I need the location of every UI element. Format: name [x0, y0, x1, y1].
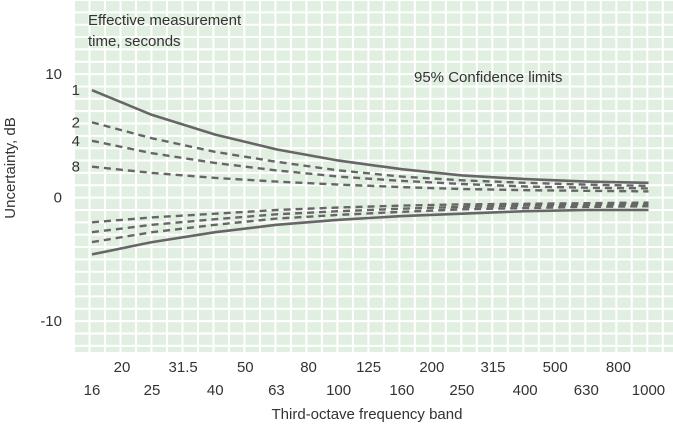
x-tick-labels: 20 31.5 50 80 125 200 315 500 800 16 25 40 63 100 160 2…: [84, 359, 666, 399]
x-tick-label: 50: [237, 359, 254, 376]
x-tick-label: 63: [268, 382, 285, 399]
x-tick-label: 800: [606, 359, 631, 376]
x-tick-label: 200: [419, 359, 444, 376]
series-1-upper-limit-line: [91, 88, 649, 185]
confidence-limits-annotation: 95% Confidence limits: [414, 69, 562, 86]
x-tick-label: 630: [574, 382, 599, 399]
y-tick-label: 0: [54, 190, 62, 207]
x-tick-label: 80: [300, 359, 317, 376]
series-label-1: 1: [72, 82, 80, 99]
legend-title-line-2: time, seconds: [88, 33, 181, 50]
x-tick-label: 1000: [632, 382, 665, 399]
series-4-lower-limit-line: [91, 203, 649, 234]
x-tick-label: 40: [207, 382, 224, 399]
series-8-upper-limit-line: [91, 165, 649, 193]
x-tick-label: 315: [480, 359, 505, 376]
x-tick-label: 160: [389, 382, 414, 399]
series-label-8: 8: [72, 159, 80, 176]
series-labels: 1 2 4 8: [72, 82, 80, 176]
x-tick-label: 125: [356, 359, 381, 376]
legend-title-line-1: Effective measurement: [88, 12, 242, 29]
series-2-lower-limit-line: [91, 205, 649, 244]
x-tick-label: 31.5: [169, 359, 198, 376]
x-axis-label: Third-octave frequency band: [272, 406, 463, 423]
y-tick-label: 10: [45, 66, 62, 83]
x-tick-label: 20: [114, 359, 131, 376]
y-tick-label: -10: [40, 313, 62, 330]
series-1-lower-limit-line: [91, 208, 649, 256]
x-tick-label: 25: [144, 382, 161, 399]
series-layer: [91, 88, 649, 256]
grid-lines: [73, 0, 673, 352]
series-4-upper-limit-line: [91, 139, 649, 190]
y-axis-label: Uncertainty, dB: [2, 117, 19, 218]
plot-background: [74, 0, 673, 352]
x-tick-label: 500: [543, 359, 568, 376]
series-label-4: 4: [72, 133, 80, 150]
y-tick-labels: 10 0 -10: [40, 66, 62, 330]
series-2-upper-limit-line: [91, 121, 649, 188]
series-label-2: 2: [72, 114, 80, 131]
series-8-lower-limit-line: [91, 201, 649, 224]
x-tick-label: 400: [513, 382, 538, 399]
x-tick-label: 100: [326, 382, 351, 399]
x-tick-label: 16: [84, 382, 101, 399]
x-tick-label: 250: [449, 382, 474, 399]
